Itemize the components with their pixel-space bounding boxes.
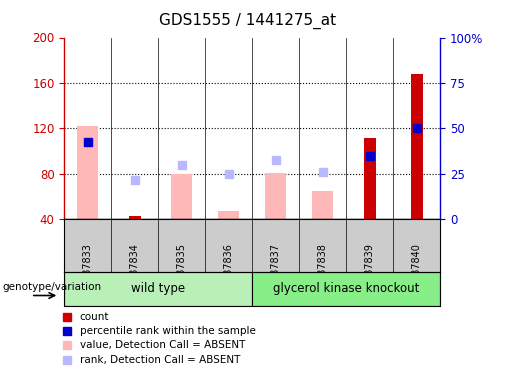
Text: GSM87836: GSM87836 — [224, 243, 234, 296]
Bar — [364, 138, 376, 219]
Text: count: count — [80, 312, 109, 322]
Text: GSM87840: GSM87840 — [412, 243, 422, 296]
Text: percentile rank within the sample: percentile rank within the sample — [80, 326, 256, 336]
Bar — [218, 211, 239, 219]
Text: wild type: wild type — [131, 282, 185, 295]
Text: GSM87835: GSM87835 — [177, 243, 187, 296]
Bar — [171, 174, 193, 219]
Text: genotype/variation: genotype/variation — [3, 282, 101, 292]
Text: GSM87833: GSM87833 — [83, 243, 93, 296]
Bar — [77, 126, 98, 219]
Text: GSM87838: GSM87838 — [318, 243, 328, 296]
Bar — [265, 173, 286, 219]
Bar — [252, 272, 440, 306]
Text: GSM87834: GSM87834 — [130, 243, 140, 296]
Bar — [411, 74, 423, 219]
Text: glycerol kinase knockout: glycerol kinase knockout — [273, 282, 420, 295]
Text: rank, Detection Call = ABSENT: rank, Detection Call = ABSENT — [80, 355, 240, 364]
Bar — [129, 216, 141, 219]
Text: GDS1555 / 1441275_at: GDS1555 / 1441275_at — [159, 13, 336, 29]
Text: GSM87839: GSM87839 — [365, 243, 375, 296]
Text: GSM87837: GSM87837 — [271, 243, 281, 296]
Bar — [312, 191, 333, 219]
Text: value, Detection Call = ABSENT: value, Detection Call = ABSENT — [80, 340, 245, 350]
Bar — [64, 272, 252, 306]
